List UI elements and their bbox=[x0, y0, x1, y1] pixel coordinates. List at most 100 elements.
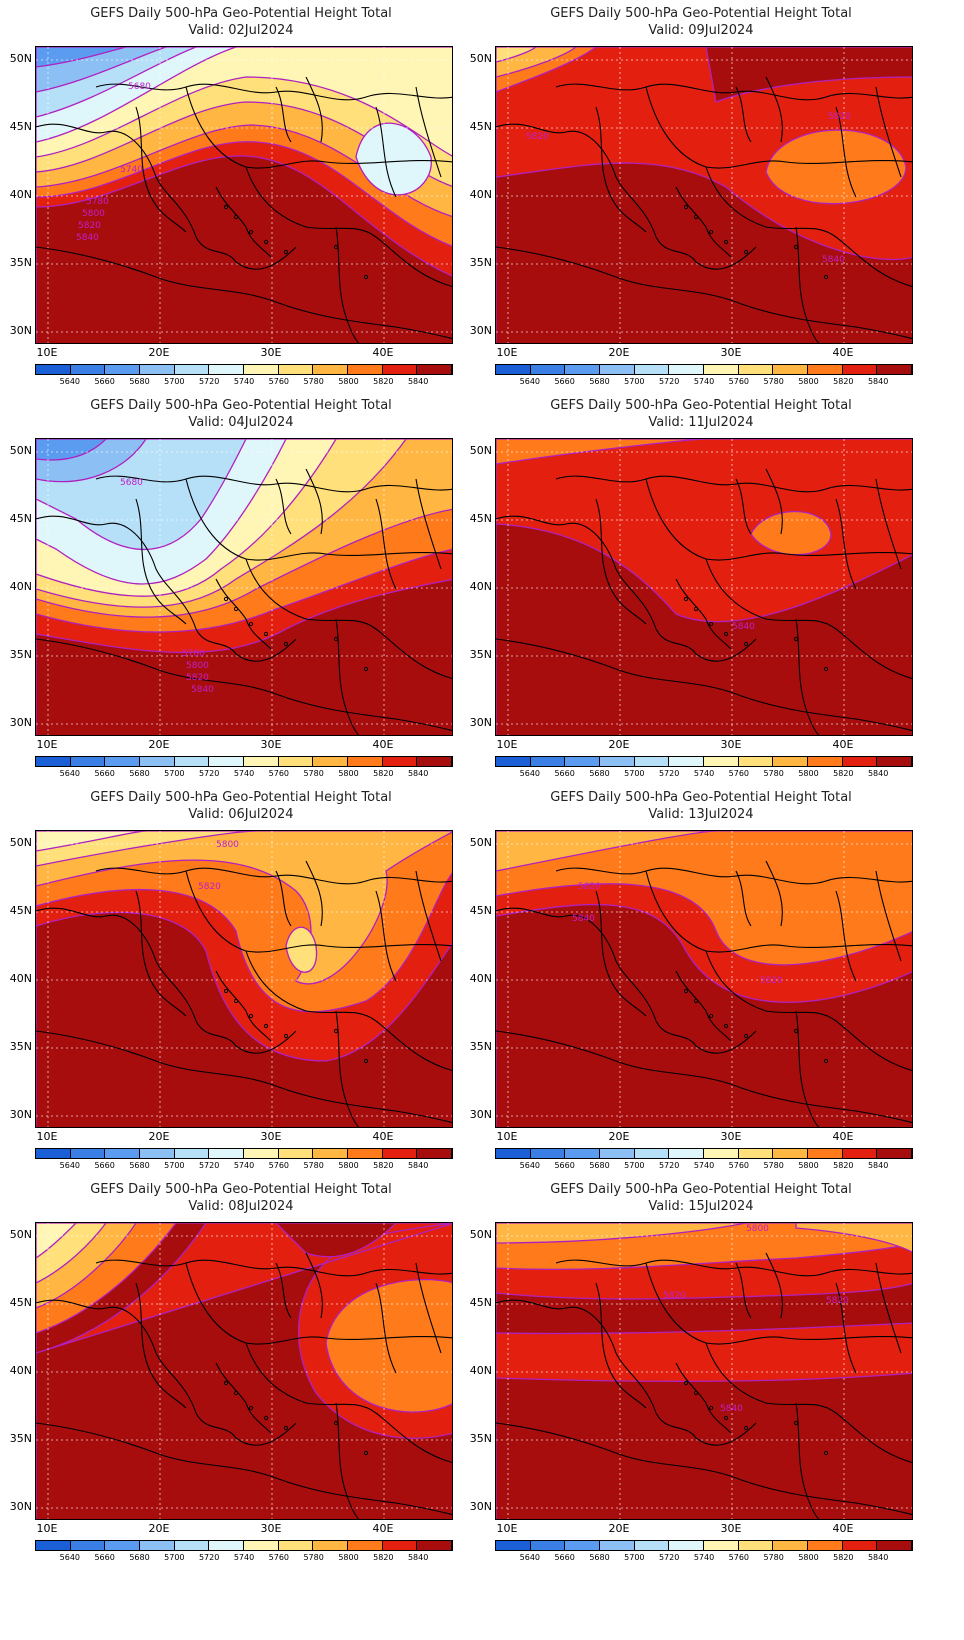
colorbar-label: 5660 bbox=[94, 769, 115, 778]
colorbar-label: 5720 bbox=[198, 377, 220, 386]
height-map: 5800 5820 bbox=[35, 830, 453, 1128]
panel-valid-date: Valid: 15Jul2024 bbox=[648, 1199, 754, 1214]
colorbar-segment bbox=[313, 757, 349, 766]
coastline bbox=[95, 1259, 452, 1277]
coastline bbox=[135, 106, 187, 233]
colorbar-segment bbox=[36, 1149, 71, 1158]
coastline bbox=[245, 166, 452, 287]
coastline bbox=[185, 86, 452, 169]
colorbar-label: 5800 bbox=[338, 1161, 359, 1170]
coastline bbox=[496, 1422, 912, 1516]
panel-title: GEFS Daily 500-hPa Geo-Potential Height … bbox=[90, 6, 392, 21]
colorbar-label: 5800 bbox=[798, 1553, 819, 1562]
island bbox=[743, 1425, 749, 1431]
colorbar-label: 5840 bbox=[867, 769, 889, 778]
colorbar-label: 5720 bbox=[658, 1161, 680, 1170]
coastline bbox=[36, 1030, 452, 1124]
height-map: 5680 5740 5780 5800 5820 5840 bbox=[35, 46, 453, 344]
contour-map-svg: 5680 5780 5800 5820 5840 bbox=[36, 439, 452, 735]
colorbar bbox=[495, 756, 913, 767]
colorbar-label: 5640 bbox=[59, 769, 80, 778]
contour-label: 5840 bbox=[732, 622, 755, 632]
colorbar-segment bbox=[244, 1149, 279, 1158]
panel-valid-date: Valid: 08Jul2024 bbox=[188, 1199, 294, 1214]
lon-tick-label: 30E bbox=[720, 738, 742, 751]
coastline bbox=[555, 1259, 912, 1277]
lon-tick-label: 30E bbox=[720, 1522, 742, 1535]
island bbox=[708, 1405, 714, 1411]
colorbar-segment bbox=[313, 1149, 349, 1158]
contour-label: 5800 bbox=[186, 661, 209, 671]
colorbar-segment bbox=[877, 1149, 913, 1158]
height-map: 5680 5780 5800 5820 5840 bbox=[35, 438, 453, 736]
colorbar-label: 5700 bbox=[624, 377, 645, 386]
colorbar-segment bbox=[140, 1149, 175, 1158]
lat-tick-label: 45N bbox=[469, 120, 492, 133]
colorbar-label: 5640 bbox=[59, 1161, 80, 1170]
island bbox=[263, 239, 269, 245]
coastline bbox=[135, 1282, 187, 1409]
lat-tick-label: 45N bbox=[9, 904, 32, 917]
colorbar-segment bbox=[669, 1541, 705, 1550]
colorbar-segment bbox=[600, 365, 635, 374]
coastline bbox=[135, 498, 187, 625]
panel-title: GEFS Daily 500-hPa Geo-Potential Height … bbox=[550, 398, 852, 413]
colorbar-label: 5780 bbox=[303, 377, 324, 386]
coastline bbox=[835, 86, 902, 198]
lon-tick-label: 30E bbox=[260, 1522, 282, 1535]
contour-label: 5840 bbox=[572, 914, 595, 924]
colorbar-segment bbox=[565, 1149, 601, 1158]
colorbar-label: 5740 bbox=[693, 769, 715, 778]
lat-tick-label: 40N bbox=[469, 188, 492, 201]
lon-tick-label: 10E bbox=[36, 346, 58, 359]
coastline bbox=[645, 86, 912, 169]
colorbar-label: 5840 bbox=[407, 377, 429, 386]
colorbar-label: 5780 bbox=[763, 1553, 784, 1562]
island bbox=[363, 1058, 369, 1064]
coastline bbox=[675, 970, 732, 1042]
lat-tick-label: 30N bbox=[469, 1108, 492, 1121]
colorbar-label: 5840 bbox=[867, 377, 889, 386]
contour-fill bbox=[36, 831, 452, 985]
colorbar-segment bbox=[70, 365, 106, 374]
map-panel: GEFS Daily 500-hPa Geo-Potential Height … bbox=[0, 392, 482, 802]
colorbar-label: 5640 bbox=[519, 1161, 540, 1170]
coastline bbox=[496, 638, 912, 732]
lon-tick-label: 10E bbox=[496, 1522, 518, 1535]
island bbox=[793, 244, 799, 250]
lon-tick-label: 30E bbox=[260, 1130, 282, 1143]
island bbox=[333, 244, 339, 250]
lat-tick-label: 30N bbox=[469, 324, 492, 337]
contour-fill bbox=[496, 439, 832, 556]
colorbar-segment bbox=[738, 1541, 774, 1550]
colorbar-segment bbox=[704, 1149, 739, 1158]
lat-tick-label: 30N bbox=[469, 716, 492, 729]
colorbar-segment bbox=[209, 757, 245, 766]
colorbar-segment bbox=[244, 757, 279, 766]
colorbar-segment bbox=[244, 1541, 279, 1550]
colorbar-segment bbox=[174, 365, 210, 374]
lat-tick-label: 45N bbox=[469, 1296, 492, 1309]
colorbar bbox=[35, 364, 453, 375]
coastline bbox=[275, 860, 323, 927]
colorbar-label: 5840 bbox=[867, 1553, 889, 1562]
contour-label: 5820 bbox=[663, 1291, 686, 1301]
lat-tick-label: 45N bbox=[469, 512, 492, 525]
island bbox=[683, 204, 689, 210]
colorbar-label: 5760 bbox=[268, 1161, 289, 1170]
island bbox=[223, 596, 229, 602]
contour-map-svg: 5800 5820 bbox=[36, 831, 452, 1127]
lon-tick-label: 10E bbox=[496, 346, 518, 359]
contour-label: 5820 bbox=[198, 882, 221, 892]
colorbar-label: 5640 bbox=[519, 769, 540, 778]
colorbar-label: 5760 bbox=[268, 769, 289, 778]
coastline bbox=[555, 83, 912, 101]
island bbox=[693, 214, 699, 220]
coastline bbox=[36, 1299, 297, 1446]
colorbar-segment bbox=[348, 1149, 383, 1158]
island bbox=[283, 1425, 289, 1431]
map-panel: GEFS Daily 500-hPa Geo-Potential Height … bbox=[460, 392, 942, 802]
colorbar bbox=[35, 1540, 453, 1551]
colorbar-label: 5780 bbox=[763, 377, 784, 386]
coastline bbox=[135, 890, 187, 1017]
